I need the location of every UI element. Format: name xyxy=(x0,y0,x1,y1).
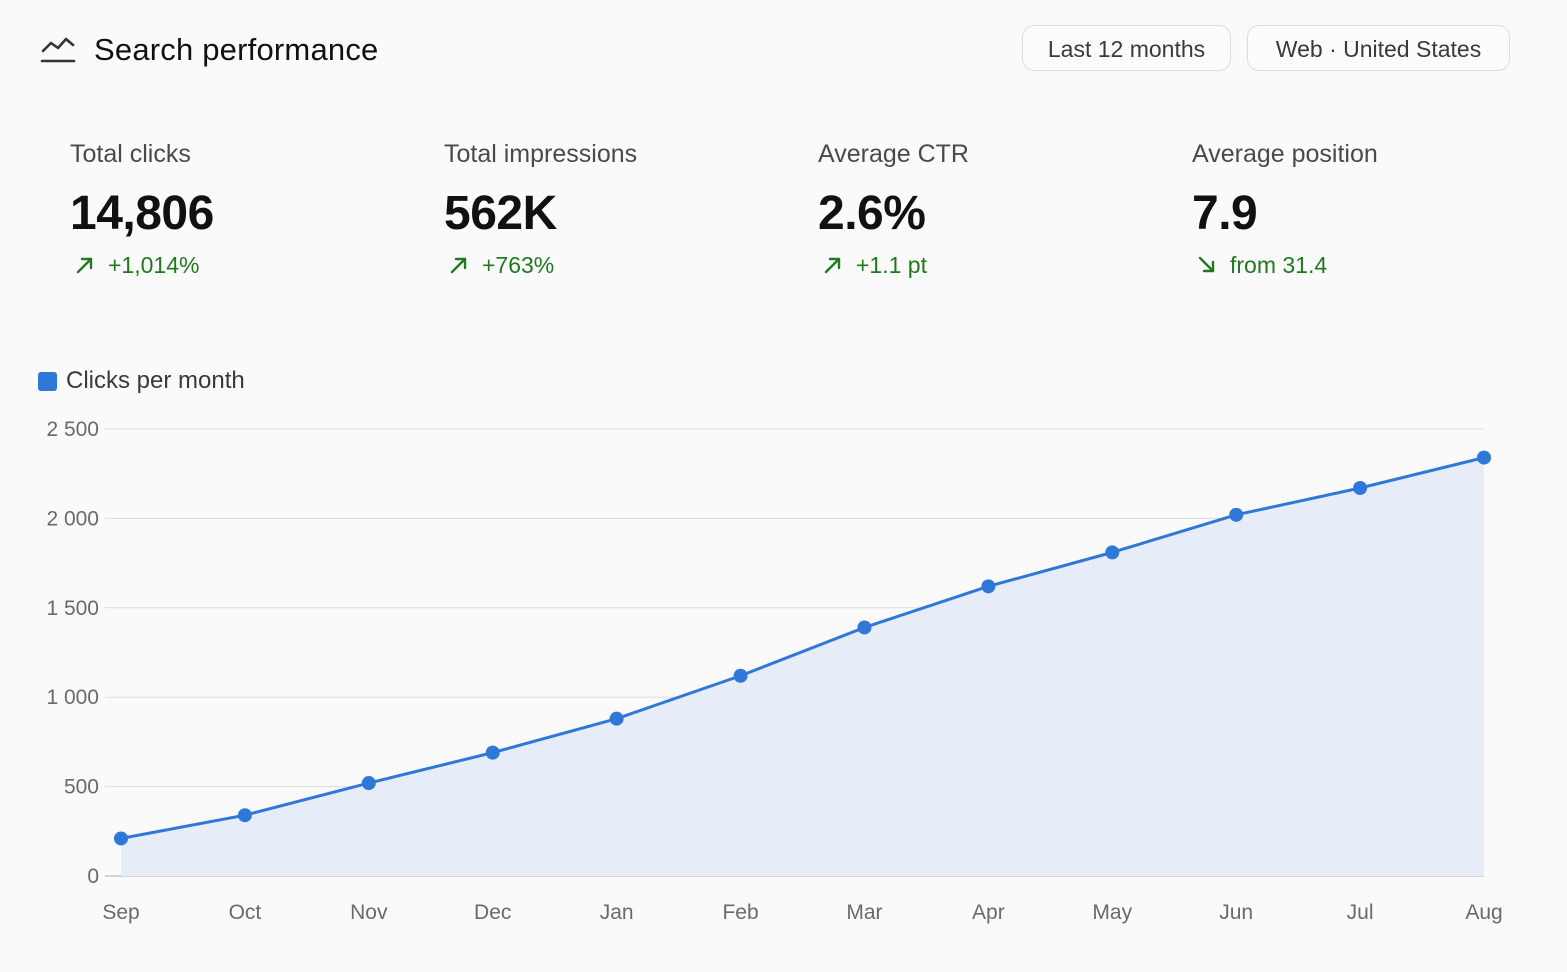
x-axis-ticks: Sep Oct Nov Dec Jan Feb Mar Apr May Jun Jul Aug xyxy=(102,901,1502,924)
data-point xyxy=(1477,450,1491,465)
x-tick-label: Feb xyxy=(722,901,758,924)
data-point xyxy=(1105,545,1120,560)
x-tick-label: Jan xyxy=(600,901,634,924)
data-point xyxy=(981,579,996,594)
data-point xyxy=(1229,507,1244,522)
x-tick-label: Apr xyxy=(972,901,1005,924)
data-point xyxy=(114,831,128,846)
x-tick-label: Sep xyxy=(102,901,139,924)
metric-label: Total impressions xyxy=(444,140,638,168)
metric-delta: +763% xyxy=(444,250,784,280)
metric-delta-text: +1,014% xyxy=(108,252,200,278)
series-line-path xyxy=(120,456,1485,840)
data-point xyxy=(361,776,376,791)
area-fill xyxy=(121,457,1484,876)
chart-legend: Clicks per month xyxy=(38,366,245,396)
data-point xyxy=(733,668,748,683)
x-tick-label: Dec xyxy=(474,901,511,924)
clicks-area-chart: 0 500 1 000 1 500 2 000 2 500 Sep Oct Nov Dec Jan… xyxy=(46,418,1502,924)
metric-delta-text: from 31.4 xyxy=(1230,252,1328,278)
x-tick-label: Jul xyxy=(1347,901,1374,924)
metric-average-position: Average position 7.9 from 31.4 xyxy=(1192,138,1532,280)
x-tick-label: Oct xyxy=(229,901,262,924)
metric-delta: from 31.4 xyxy=(1192,250,1532,280)
arrow-up-right-icon xyxy=(450,257,467,274)
line-chart-icon xyxy=(40,37,76,63)
metric-delta-text: +763% xyxy=(482,252,555,278)
y-tick-label: 0 xyxy=(87,865,99,888)
arrow-down-right-icon xyxy=(1198,256,1215,273)
series-line xyxy=(120,456,1485,840)
header: Search performance Last 12 months Web · … xyxy=(0,0,1567,100)
x-tick-label: Nov xyxy=(350,901,388,924)
y-tick-label: 500 xyxy=(64,776,99,799)
data-point xyxy=(237,808,252,823)
metric-delta: +1,014% xyxy=(70,250,410,280)
page-title: Search performance xyxy=(94,32,379,67)
metric-value: 14,806 xyxy=(70,187,214,240)
metric-value: 7.9 xyxy=(1192,187,1258,240)
x-tick-label: May xyxy=(1092,901,1132,924)
metric-delta-text: +1.1 pt xyxy=(856,252,927,278)
y-tick-label: 1 500 xyxy=(46,597,99,620)
search-type-country-selector[interactable]: Web · United States xyxy=(1247,25,1510,71)
x-tick-label: Aug xyxy=(1465,901,1502,924)
x-tick-label: Mar xyxy=(846,901,882,924)
y-tick-label: 2 500 xyxy=(46,418,99,441)
metric-total-impressions: Total impressions 562K +763% xyxy=(444,138,784,280)
metric-label: Average CTR xyxy=(818,140,969,168)
legend-swatch xyxy=(38,371,57,391)
metric-total-clicks: Total clicks 14,806 +1,014% xyxy=(70,138,410,280)
data-points xyxy=(114,450,1491,846)
metric-average-ctr: Average CTR 2.6% +1.1 pt xyxy=(818,138,1158,280)
metric-delta: +1.1 pt xyxy=(818,250,1158,280)
date-range-selector[interactable]: Last 12 months xyxy=(1022,25,1231,71)
metric-value: 2.6% xyxy=(818,187,926,240)
metric-value: 562K xyxy=(444,187,557,240)
metric-label: Total clicks xyxy=(70,140,191,168)
x-tick-label: Jun xyxy=(1219,901,1253,924)
legend-label: Clicks per month xyxy=(66,367,245,394)
data-point xyxy=(857,620,872,635)
arrow-up-right-icon xyxy=(76,257,93,274)
metric-label: Average position xyxy=(1192,140,1378,168)
arrow-up-right-icon xyxy=(824,257,841,274)
data-point xyxy=(1353,481,1368,496)
y-tick-label: 1 000 xyxy=(46,686,99,709)
y-tick-label: 2 000 xyxy=(46,507,99,530)
data-point xyxy=(485,745,500,760)
y-axis-ticks: 0 500 1 000 1 500 2 000 2 500 xyxy=(46,418,99,888)
area-fill-path xyxy=(121,457,1484,876)
data-point xyxy=(609,711,624,726)
